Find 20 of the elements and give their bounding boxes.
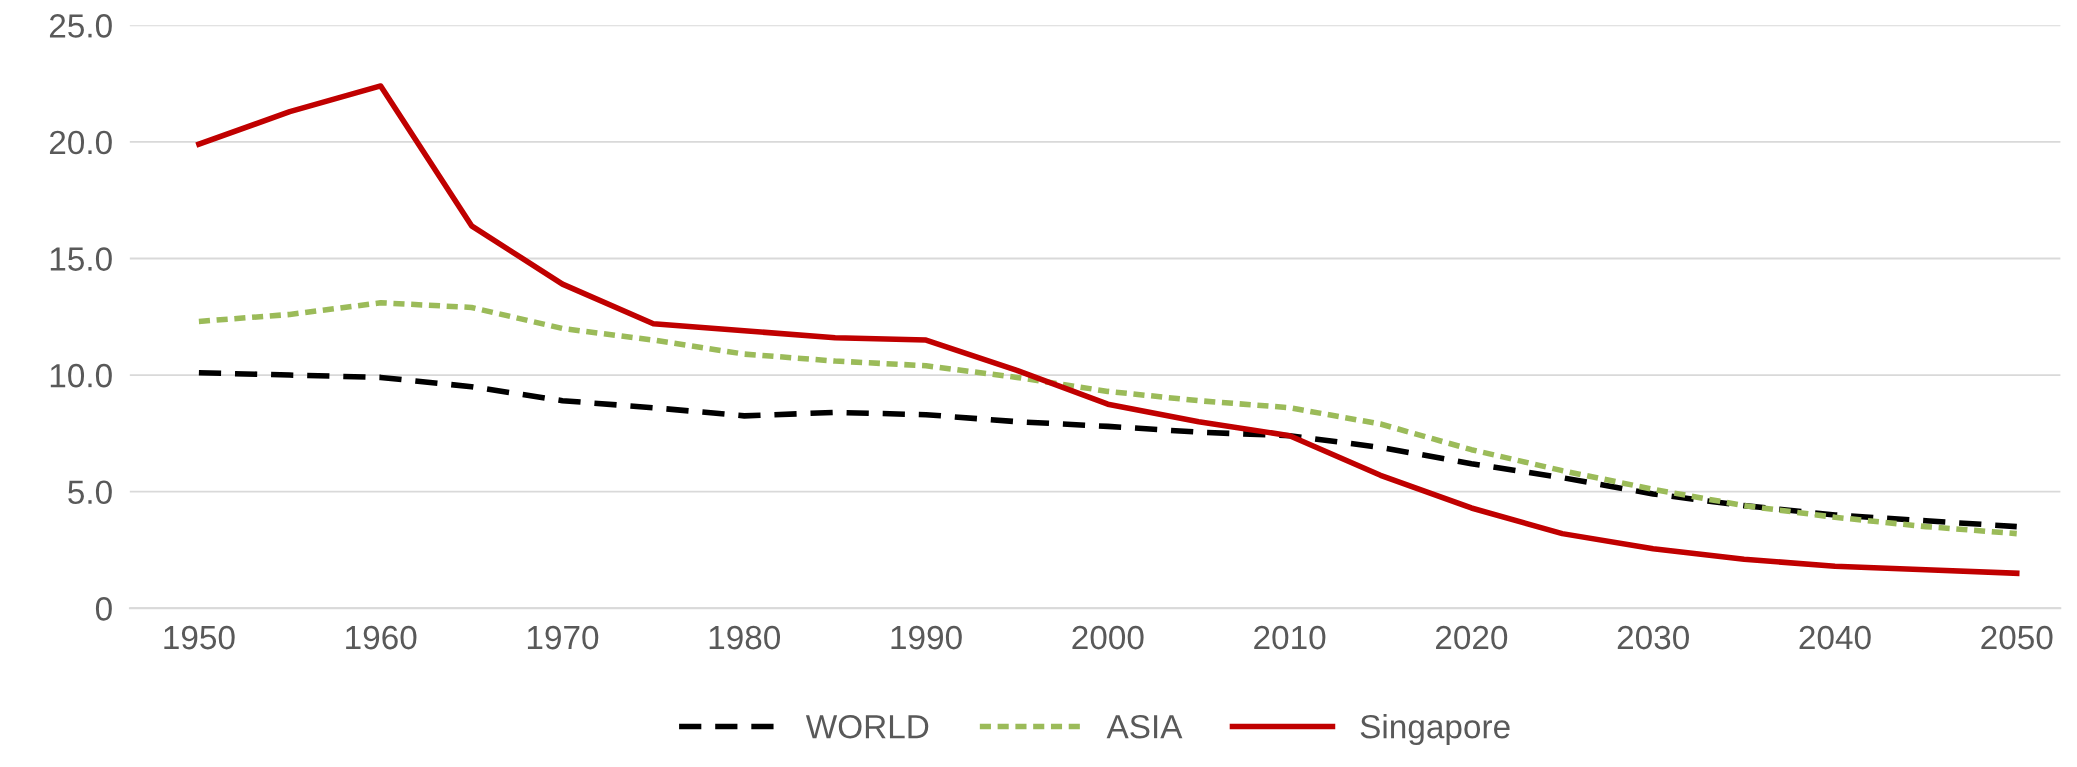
x-tick-label: 1970 <box>527 625 599 650</box>
x-tick-label: 1960 <box>346 625 417 650</box>
y-tick-label: 0 <box>95 597 112 621</box>
y-tick-label: 10.0 <box>50 363 112 388</box>
x-tick-label: 1990 <box>891 625 962 650</box>
x-tick-label: 2010 <box>1254 625 1326 650</box>
y-tick-label: 5.0 <box>68 480 112 505</box>
x-tick-label: 2030 <box>1617 625 1689 650</box>
y-tick-label: 15.0 <box>50 247 112 271</box>
x-tick-label: 2050 <box>1981 625 2053 650</box>
y-tick-label: 25.0 <box>49 14 112 38</box>
y-tick-label: 20.0 <box>49 130 112 155</box>
x-tick-label: 2020 <box>1436 625 1508 650</box>
x-tick-label: 1980 <box>709 625 781 650</box>
legend-label: WORLD <box>805 714 929 739</box>
x-tick-label: 2000 <box>1072 625 1144 650</box>
legend-label: Singapore <box>1360 714 1510 746</box>
legend-label: ASIA <box>1106 714 1183 739</box>
x-tick-label: 1950 <box>164 625 235 650</box>
x-tick-label: 2040 <box>1799 625 1871 650</box>
